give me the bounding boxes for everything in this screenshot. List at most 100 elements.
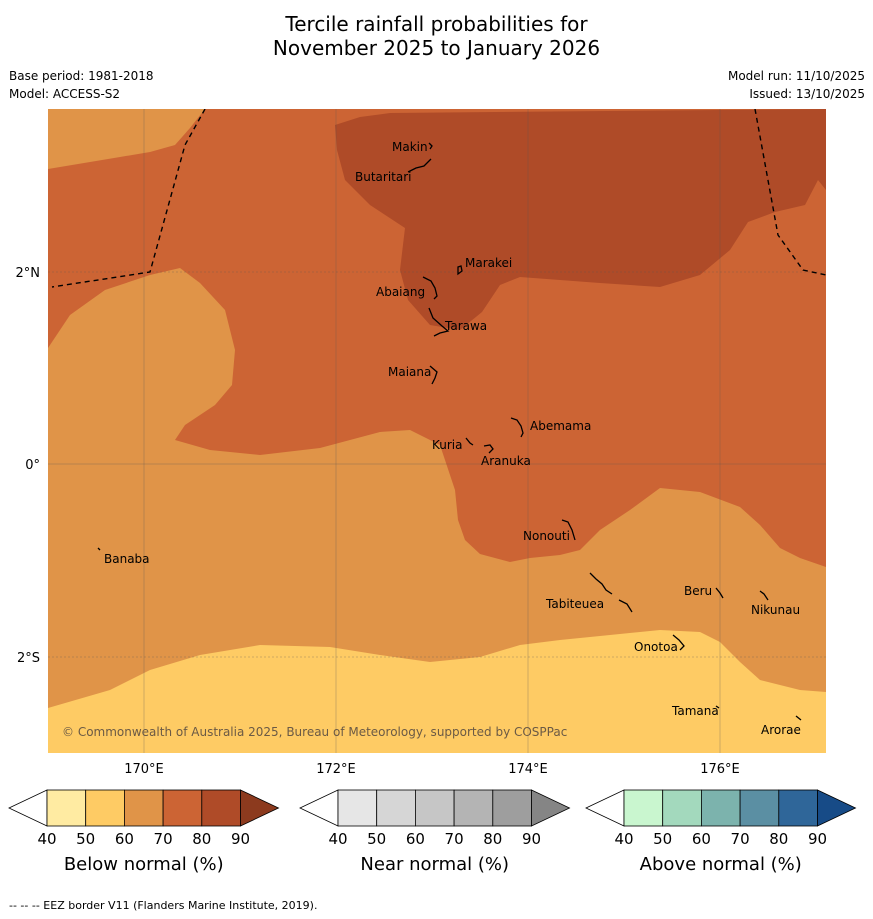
marakei-outline — [457, 265, 463, 276]
label-abaiang: Abaiang — [376, 285, 425, 299]
label-beru: Beru — [684, 584, 712, 598]
lon-tick-170e: 170°E — [124, 762, 164, 777]
below-normal-colorbar: 40 50 60 70 80 90 Below normal (%) — [8, 789, 280, 875]
label-abemama: Abemama — [530, 419, 591, 433]
axis-labels: 170°E 172°E 174°E 176°E 2°N 0° 2°S — [16, 266, 740, 777]
abaiang-outline — [422, 276, 438, 300]
map-title: Tercile rainfall probabilities for Novem… — [0, 12, 873, 60]
model-run: Model run: 11/10/2025 — [727, 69, 865, 83]
meta-right: Model run: 11/10/2025 Issued: 13/10/2025 — [728, 67, 865, 103]
eez-footnote: -- -- -- EEZ border V11 (Flanders Marine… — [9, 899, 318, 912]
issued-date: Issued: 13/10/2025 — [749, 87, 865, 101]
lat-tick-2n: 2°N — [16, 266, 41, 281]
kuria-outline — [465, 437, 474, 446]
below-colorbar-segment — [162, 789, 203, 827]
near-colorbar-tick: 70 — [445, 830, 464, 848]
near-colorbar-max-extend — [531, 789, 571, 827]
graticule — [48, 109, 826, 753]
near-colorbar-segment — [453, 789, 494, 827]
label-marakei: Marakei — [465, 256, 512, 270]
below-colorbar-tick: 40 — [37, 830, 56, 848]
near-colorbar-tick: 80 — [483, 830, 502, 848]
above-colorbar-segment — [623, 789, 664, 827]
meta-left: Base period: 1981-2018 Model: ACCESS-S2 — [9, 67, 154, 103]
nonouti-outline — [561, 519, 576, 541]
near-colorbar-tick: 60 — [406, 830, 425, 848]
below-colorbar-tick: 50 — [76, 830, 95, 848]
above-colorbar-tick: 90 — [808, 830, 827, 848]
above-colorbar-segment — [778, 789, 818, 827]
label-banaba: Banaba — [104, 552, 150, 566]
label-makin: Makin — [392, 140, 428, 154]
lat-tick-0: 0° — [25, 458, 40, 473]
above-colorbar-title: Above normal (%) — [640, 854, 802, 875]
lat-tick-2s: 2°S — [17, 651, 40, 666]
lon-tick-176e: 176°E — [700, 762, 740, 777]
label-maiana: Maiana — [388, 365, 431, 379]
label-arorae: Arorae — [761, 723, 801, 737]
abemama-outline — [510, 417, 524, 438]
aranuka-outline — [483, 444, 494, 454]
title-line-1: Tercile rainfall probabilities for — [285, 12, 588, 36]
above-colorbar-segment — [662, 789, 702, 827]
label-tabiteuea: Tabiteuea — [545, 597, 604, 611]
near-colorbar-segment — [337, 789, 378, 827]
onotoa-outline — [672, 634, 685, 651]
nikunau-outline — [759, 590, 769, 601]
colorbars: 40 50 60 70 80 90 Below normal (%) 40 50 60 70 80 90… — [8, 789, 857, 875]
above-colorbar-segment — [739, 789, 780, 827]
base-period: Base period: 1981-2018 — [9, 69, 154, 83]
makin-outline — [428, 142, 433, 150]
near-colorbar-segment — [376, 789, 416, 827]
above-colorbar-tick: 50 — [653, 830, 672, 848]
near-colorbar-tick: 50 — [367, 830, 386, 848]
maiana-outline — [429, 365, 438, 385]
below-colorbar-segment — [201, 789, 241, 827]
probability-field — [48, 109, 826, 753]
below-colorbar-max-extend — [240, 789, 280, 827]
near-colorbar-segment — [492, 789, 532, 827]
beru-outline — [715, 587, 724, 599]
above-colorbar-tick: 40 — [614, 830, 633, 848]
island-labels: Makin Butaritari Marakei Abaiang Tarawa … — [104, 140, 801, 737]
below-colorbar-tick: 60 — [115, 830, 134, 848]
island-outlines — [97, 142, 802, 721]
above-colorbar-min-extend — [585, 789, 625, 827]
label-tamana: Tamana — [671, 704, 719, 718]
label-onotoa: Onotoa — [634, 640, 678, 654]
near-colorbar-segment — [414, 789, 455, 827]
above-colorbar-tick: 60 — [692, 830, 711, 848]
model-name: Model: ACCESS-S2 — [9, 87, 121, 101]
above-colorbar-segment — [701, 789, 741, 827]
below-colorbar-tick: 70 — [154, 830, 173, 848]
below-colorbar-tick: 80 — [192, 830, 211, 848]
banaba-outline — [97, 547, 101, 551]
eez-border — [51, 109, 826, 288]
label-nonouti: Nonouti — [523, 529, 570, 543]
below-colorbar-segment — [124, 789, 164, 827]
near-colorbar-min-extend — [299, 789, 339, 827]
below-colorbar-min-extend — [8, 789, 48, 827]
lon-tick-172e: 172°E — [316, 762, 356, 777]
near-colorbar-tick: 90 — [522, 830, 541, 848]
near-normal-colorbar: 40 50 60 70 80 90 Near normal (%) — [299, 789, 571, 875]
below-colorbar-tick: 90 — [231, 830, 250, 848]
tamana-outline — [715, 705, 720, 709]
label-kuria: Kuria — [432, 438, 463, 452]
above-colorbar-tick: 70 — [731, 830, 750, 848]
above-colorbar-max-extend — [817, 789, 857, 827]
label-aranuka: Aranuka — [481, 454, 531, 468]
label-butaritari: Butaritari — [355, 170, 412, 184]
title-line-2: November 2025 to January 2026 — [272, 36, 601, 60]
copyright-notice: © Commonwealth of Australia 2025, Bureau… — [62, 725, 567, 739]
above-colorbar-tick: 80 — [769, 830, 788, 848]
above-normal-colorbar: 40 50 60 70 80 90 Above normal (%) — [585, 789, 857, 875]
arorae-outline — [795, 715, 802, 721]
butaritari-outline — [407, 158, 432, 173]
below-colorbar-segment — [46, 789, 87, 827]
below-colorbar-segment — [85, 789, 125, 827]
label-nikunau: Nikunau — [751, 603, 800, 617]
label-tarawa: Tarawa — [444, 319, 487, 333]
tarawa-outline — [428, 307, 450, 337]
